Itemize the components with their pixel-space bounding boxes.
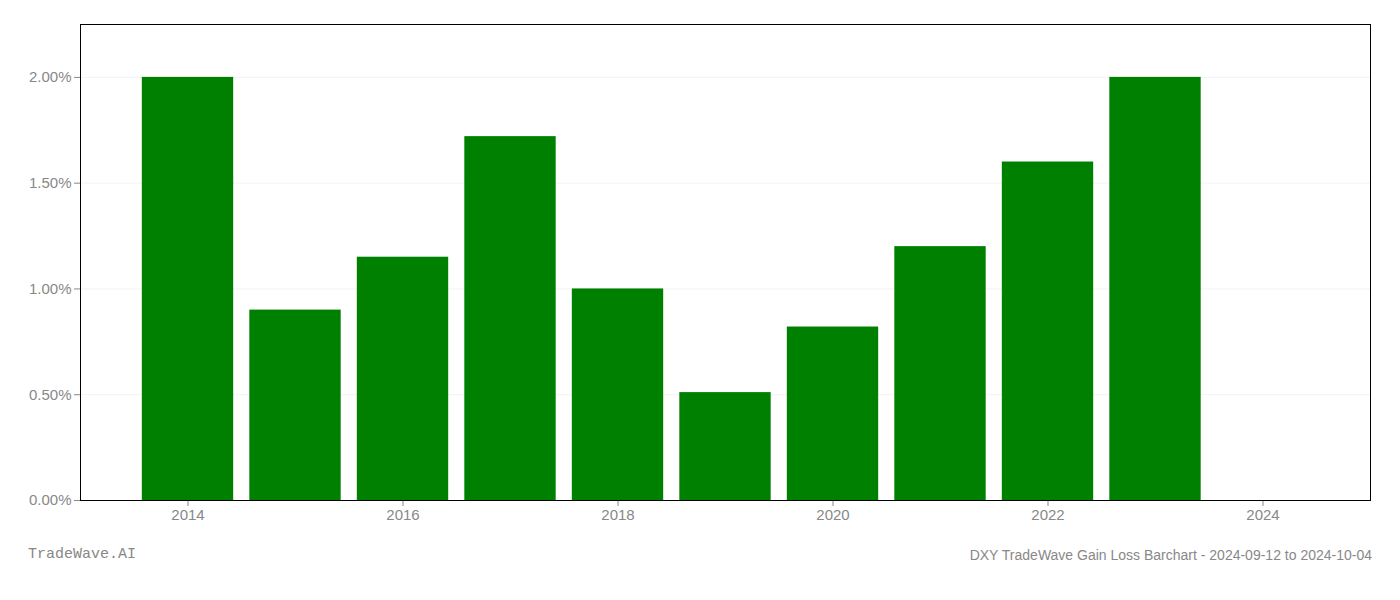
svg-text:0.00%: 0.00% (29, 491, 72, 508)
svg-text:2018: 2018 (601, 506, 634, 523)
html-text:DXY TradeWave Gain Loss Barcha: DXY TradeWave Gain Loss Barchart - 2024-… (969, 547, 1372, 563)
html-text:TradeWave.AI: TradeWave.AI (28, 546, 136, 563)
svg-text:0.50%: 0.50% (29, 386, 72, 403)
svg-text:1.00%: 1.00% (29, 280, 72, 297)
svg-text:1.50%: 1.50% (29, 174, 72, 191)
svg-text:2024: 2024 (1246, 506, 1279, 523)
svg-text:2020: 2020 (816, 506, 849, 523)
svg-text:2.00%: 2.00% (29, 68, 72, 85)
svg-text:2016: 2016 (386, 506, 419, 523)
svg-text:2014: 2014 (171, 506, 204, 523)
svg-text:2022: 2022 (1031, 506, 1064, 523)
